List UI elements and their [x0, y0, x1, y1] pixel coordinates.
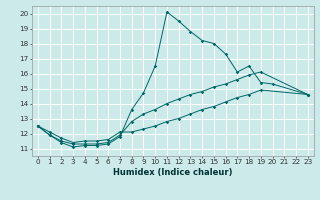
X-axis label: Humidex (Indice chaleur): Humidex (Indice chaleur)	[113, 168, 233, 177]
